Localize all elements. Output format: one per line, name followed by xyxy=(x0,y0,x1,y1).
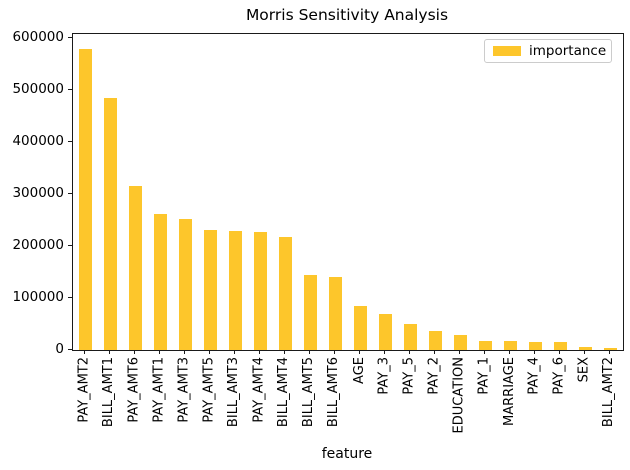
x-tick xyxy=(284,350,285,354)
x-tick xyxy=(584,350,585,354)
bar-pay_1 xyxy=(479,341,492,350)
x-tick xyxy=(359,350,360,354)
x-tick-label: PAY_4 xyxy=(526,357,542,395)
bar-pay_6 xyxy=(554,342,567,350)
bar-pay_2 xyxy=(429,331,442,350)
x-tick xyxy=(609,350,610,354)
x-tick xyxy=(184,350,185,354)
x-tick xyxy=(559,350,560,354)
x-tick-label: BILL_AMT1 xyxy=(101,357,117,428)
bar-education xyxy=(454,334,467,350)
y-tick-label: 300000 xyxy=(12,184,64,201)
bar-marriage xyxy=(504,341,517,350)
bar-age xyxy=(354,306,367,350)
x-tick-label: BILL_AMT4 xyxy=(276,357,292,428)
bar-pay_amt3 xyxy=(179,219,192,350)
x-tick xyxy=(409,350,410,354)
y-tick-label: 400000 xyxy=(12,132,64,149)
plot-area xyxy=(72,33,624,351)
bar-pay_3 xyxy=(379,313,392,350)
bar-bill_amt1 xyxy=(104,98,117,350)
y-tick-label: 200000 xyxy=(12,236,64,253)
x-tick-label: PAY_AMT3 xyxy=(176,357,192,423)
chart-title: Morris Sensitivity Analysis xyxy=(245,6,449,24)
x-tick-label: BILL_AMT2 xyxy=(601,357,617,428)
x-tick xyxy=(234,350,235,354)
x-tick-label: PAY_1 xyxy=(476,357,492,395)
bar-pay_amt6 xyxy=(129,185,142,350)
legend-label: importance xyxy=(529,43,607,59)
legend-color-swatch xyxy=(493,46,521,56)
x-tick xyxy=(434,350,435,354)
y-tick xyxy=(68,192,72,194)
x-tick xyxy=(134,350,135,354)
x-tick xyxy=(509,350,510,354)
bar-pay_amt4 xyxy=(254,232,267,350)
bar-pay_4 xyxy=(529,342,542,350)
bar-sex xyxy=(579,346,592,350)
bar-pay_amt5 xyxy=(204,230,217,350)
x-tick-label: BILL_AMT5 xyxy=(301,357,317,428)
x-tick xyxy=(459,350,460,354)
x-tick-label: PAY_AMT6 xyxy=(126,357,142,423)
y-tick xyxy=(68,88,72,90)
x-tick-label: PAY_AMT2 xyxy=(76,357,92,423)
legend: importance xyxy=(484,39,612,63)
x-tick xyxy=(334,350,335,354)
x-tick xyxy=(84,350,85,354)
x-tick-label: PAY_5 xyxy=(401,357,417,395)
x-tick-label: PAY_AMT5 xyxy=(201,357,217,423)
x-tick-label: BILL_AMT6 xyxy=(326,357,342,428)
x-tick xyxy=(109,350,110,354)
y-tick-label: 600000 xyxy=(12,28,64,45)
x-tick-label: PAY_3 xyxy=(376,357,392,395)
bar-bill_amt3 xyxy=(229,231,242,350)
x-tick xyxy=(209,350,210,354)
x-tick-label: PAY_AMT1 xyxy=(151,357,167,423)
bar-pay_amt2 xyxy=(79,49,92,350)
bar-bill_amt4 xyxy=(279,237,292,350)
bar-pay_5 xyxy=(404,323,417,350)
y-tick-label: 500000 xyxy=(12,80,64,97)
y-tick-label: 100000 xyxy=(12,288,64,305)
x-tick-label: PAY_2 xyxy=(426,357,442,395)
x-tick xyxy=(484,350,485,354)
x-tick-label: MARRIAGE xyxy=(501,357,517,426)
x-tick-label: BILL_AMT3 xyxy=(226,357,242,428)
x-tick-label: EDUCATION xyxy=(451,357,467,434)
x-tick xyxy=(259,350,260,354)
bar-pay_amt1 xyxy=(154,213,167,350)
bar-bill_amt2 xyxy=(604,348,617,350)
y-tick xyxy=(68,140,72,142)
y-tick xyxy=(68,244,72,246)
x-tick xyxy=(309,350,310,354)
y-tick xyxy=(68,296,72,298)
y-tick-label: 0 xyxy=(55,341,64,357)
x-tick xyxy=(534,350,535,354)
x-tick-label: SEX xyxy=(576,357,592,383)
x-axis-label: feature xyxy=(321,446,373,462)
x-tick-label: PAY_AMT4 xyxy=(251,357,267,423)
x-tick xyxy=(384,350,385,354)
y-tick xyxy=(68,36,72,38)
bar-bill_amt6 xyxy=(329,277,342,350)
x-tick-label: AGE xyxy=(351,357,367,384)
x-tick-label: PAY_6 xyxy=(551,357,567,395)
y-tick xyxy=(68,349,72,350)
bar-bill_amt5 xyxy=(304,274,317,350)
x-tick xyxy=(159,350,160,354)
